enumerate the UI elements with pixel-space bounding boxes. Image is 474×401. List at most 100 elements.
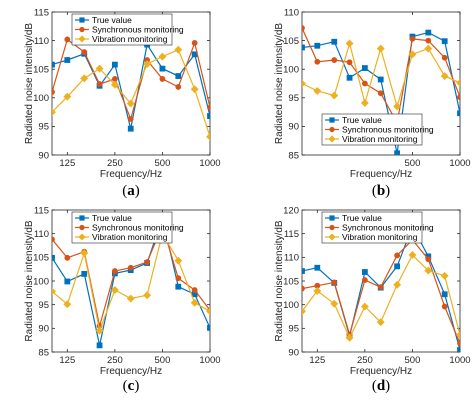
data-point xyxy=(440,72,449,81)
series-vibration-monitoring xyxy=(52,45,210,141)
data-point xyxy=(302,307,306,316)
data-point xyxy=(52,108,56,117)
data-point xyxy=(331,38,338,45)
y-tick-label: 115 xyxy=(284,229,299,240)
data-point xyxy=(80,249,89,258)
chart-panel-1: 90 95 100 105 110 115 125 250 500 1000 Frequency/H… xyxy=(24,7,221,199)
legend-marker xyxy=(329,126,335,133)
y-tick-label: 115 xyxy=(34,7,49,18)
data-point xyxy=(456,78,460,87)
data-point xyxy=(159,65,166,72)
data-point xyxy=(64,278,71,285)
data-point xyxy=(345,333,354,342)
data-point xyxy=(111,76,118,82)
data-point xyxy=(441,54,448,61)
data-point xyxy=(314,42,321,49)
data-point xyxy=(111,268,118,274)
data-point xyxy=(313,286,322,295)
data-point xyxy=(425,29,432,36)
y-tick-label: 105 xyxy=(283,36,299,47)
data-point xyxy=(144,259,151,265)
data-point xyxy=(377,284,384,291)
data-point xyxy=(64,254,71,261)
data-point xyxy=(361,277,368,283)
data-point xyxy=(143,291,152,300)
panel-label: (a) xyxy=(122,183,140,199)
data-point xyxy=(191,51,198,58)
data-point xyxy=(441,303,448,310)
data-point xyxy=(302,25,305,31)
y-tick-label: 85 xyxy=(288,150,299,161)
legend-entry: True value xyxy=(342,213,382,223)
series-true-value xyxy=(302,29,460,155)
data-point xyxy=(302,79,306,88)
legend-marker xyxy=(78,35,86,43)
x-tick-label: 1000 xyxy=(199,355,220,366)
data-point xyxy=(376,44,385,53)
data-point xyxy=(126,99,135,108)
x-tick-label: 125 xyxy=(59,355,75,366)
y-tick-label: 90 xyxy=(288,347,299,358)
data-point xyxy=(394,263,401,270)
legend-marker xyxy=(78,233,86,241)
series-vibration-monitoring xyxy=(52,229,210,335)
legend-entry: Vibration monitoring xyxy=(342,134,418,144)
series-synchronous-monitoring xyxy=(302,25,460,126)
data-point xyxy=(456,331,460,339)
y-axis-label: Radiated noise intensity/dB xyxy=(24,23,35,145)
data-point xyxy=(175,275,182,282)
data-point xyxy=(302,285,305,292)
data-point xyxy=(207,324,210,331)
x-tick-label: 1000 xyxy=(449,158,470,169)
data-point xyxy=(191,39,198,46)
legend-marker xyxy=(79,17,85,23)
data-point xyxy=(175,73,182,79)
x-tick-label: 250 xyxy=(107,158,123,169)
legend-entry: Synchronous monitoring xyxy=(342,223,434,233)
x-tick-label: 250 xyxy=(107,355,123,366)
data-point xyxy=(424,266,433,275)
data-point xyxy=(174,45,183,54)
data-point xyxy=(457,110,460,117)
y-tick-label: 105 xyxy=(283,276,299,287)
data-point xyxy=(409,35,416,42)
data-point xyxy=(95,326,104,335)
x-tick-label: 500 xyxy=(405,355,421,366)
data-point xyxy=(425,37,432,44)
x-tick-label: 1000 xyxy=(199,158,220,169)
data-point xyxy=(361,65,368,71)
legend-entry: True value xyxy=(342,115,382,125)
data-point xyxy=(158,52,167,61)
data-point xyxy=(424,44,433,53)
x-tick-label: 1000 xyxy=(449,355,470,366)
legend-marker xyxy=(329,215,335,221)
y-tick-label: 120 xyxy=(283,205,299,216)
data-point xyxy=(393,280,402,289)
data-point xyxy=(110,286,119,294)
legend-marker xyxy=(329,117,335,123)
data-point xyxy=(95,64,104,73)
data-point xyxy=(457,340,460,347)
data-point xyxy=(207,104,210,111)
data-point xyxy=(360,99,369,107)
legend-marker xyxy=(328,135,336,143)
data-point xyxy=(127,264,134,271)
legend-entry: Vibration monitoring xyxy=(92,34,168,44)
data-point xyxy=(143,60,152,68)
y-axis-label: Radiated noise intensity/dB xyxy=(274,23,285,145)
y-tick-label: 90 xyxy=(38,324,49,335)
data-point xyxy=(96,342,103,349)
y-tick-label: 105 xyxy=(33,253,49,264)
data-point xyxy=(302,44,305,51)
data-point xyxy=(175,84,182,90)
data-point xyxy=(96,81,103,87)
legend-entry: True value xyxy=(92,15,132,25)
data-point xyxy=(394,252,401,259)
data-point xyxy=(361,269,368,275)
data-point xyxy=(63,92,72,101)
panel-label: (d) xyxy=(372,378,390,394)
y-tick-label: 90 xyxy=(38,150,49,161)
